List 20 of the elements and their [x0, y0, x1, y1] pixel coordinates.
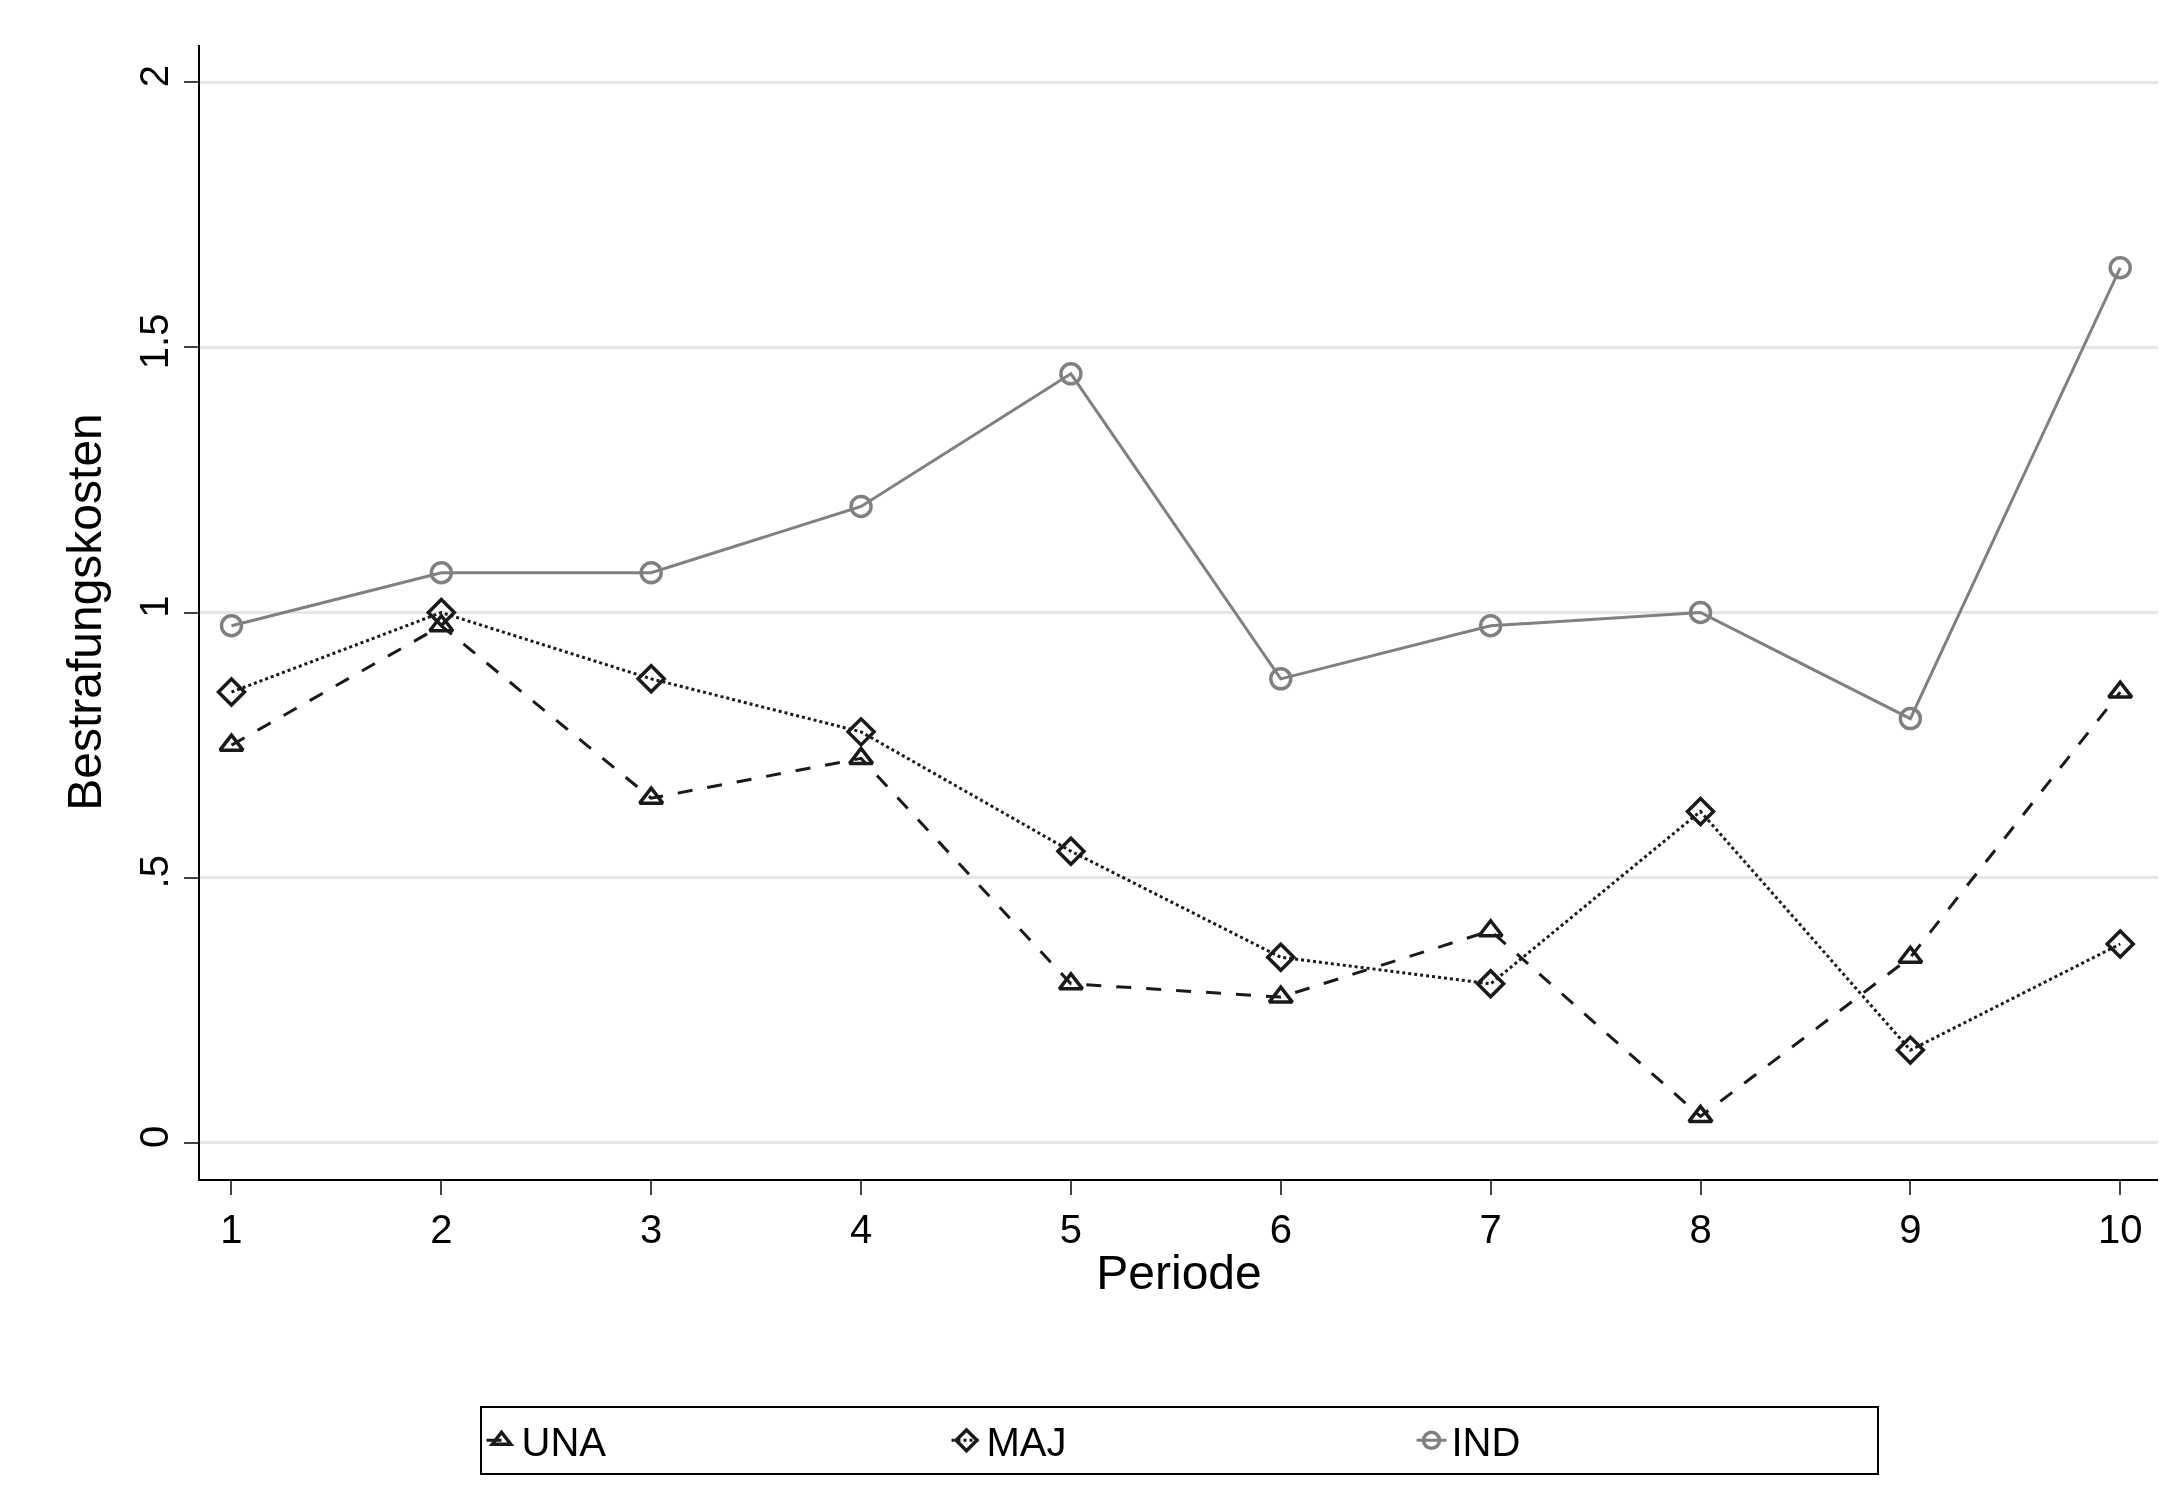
x-tick-label: 5 — [1059, 1207, 1083, 1251]
x-tick-label: 1 — [220, 1207, 243, 1251]
x-tick-label: 2 — [430, 1207, 453, 1251]
legend-label: IND — [1451, 1419, 1521, 1464]
x-tick-label: 4 — [849, 1207, 873, 1251]
legend-label: MAJ — [986, 1419, 1067, 1464]
x-tick-label: 6 — [1269, 1207, 1292, 1251]
y-tick-label: .5 — [132, 855, 176, 889]
y-axis-title: Bestrafungskosten — [58, 413, 112, 811]
legend-label: UNA — [521, 1419, 607, 1464]
y-tick-label: 1 — [132, 595, 176, 618]
x-tick-label: 10 — [2097, 1207, 2143, 1251]
x-tick-label: 9 — [1899, 1207, 1922, 1251]
y-tick-label: 2 — [132, 65, 176, 88]
y-tick-label: 0 — [132, 1125, 176, 1149]
x-axis-title: Periode — [1096, 1245, 1262, 1299]
x-tick-label: 7 — [1479, 1207, 1502, 1251]
y-tick-label: 1.5 — [132, 313, 176, 370]
x-tick-label: 3 — [640, 1207, 663, 1251]
x-tick-label: 8 — [1689, 1207, 1712, 1251]
